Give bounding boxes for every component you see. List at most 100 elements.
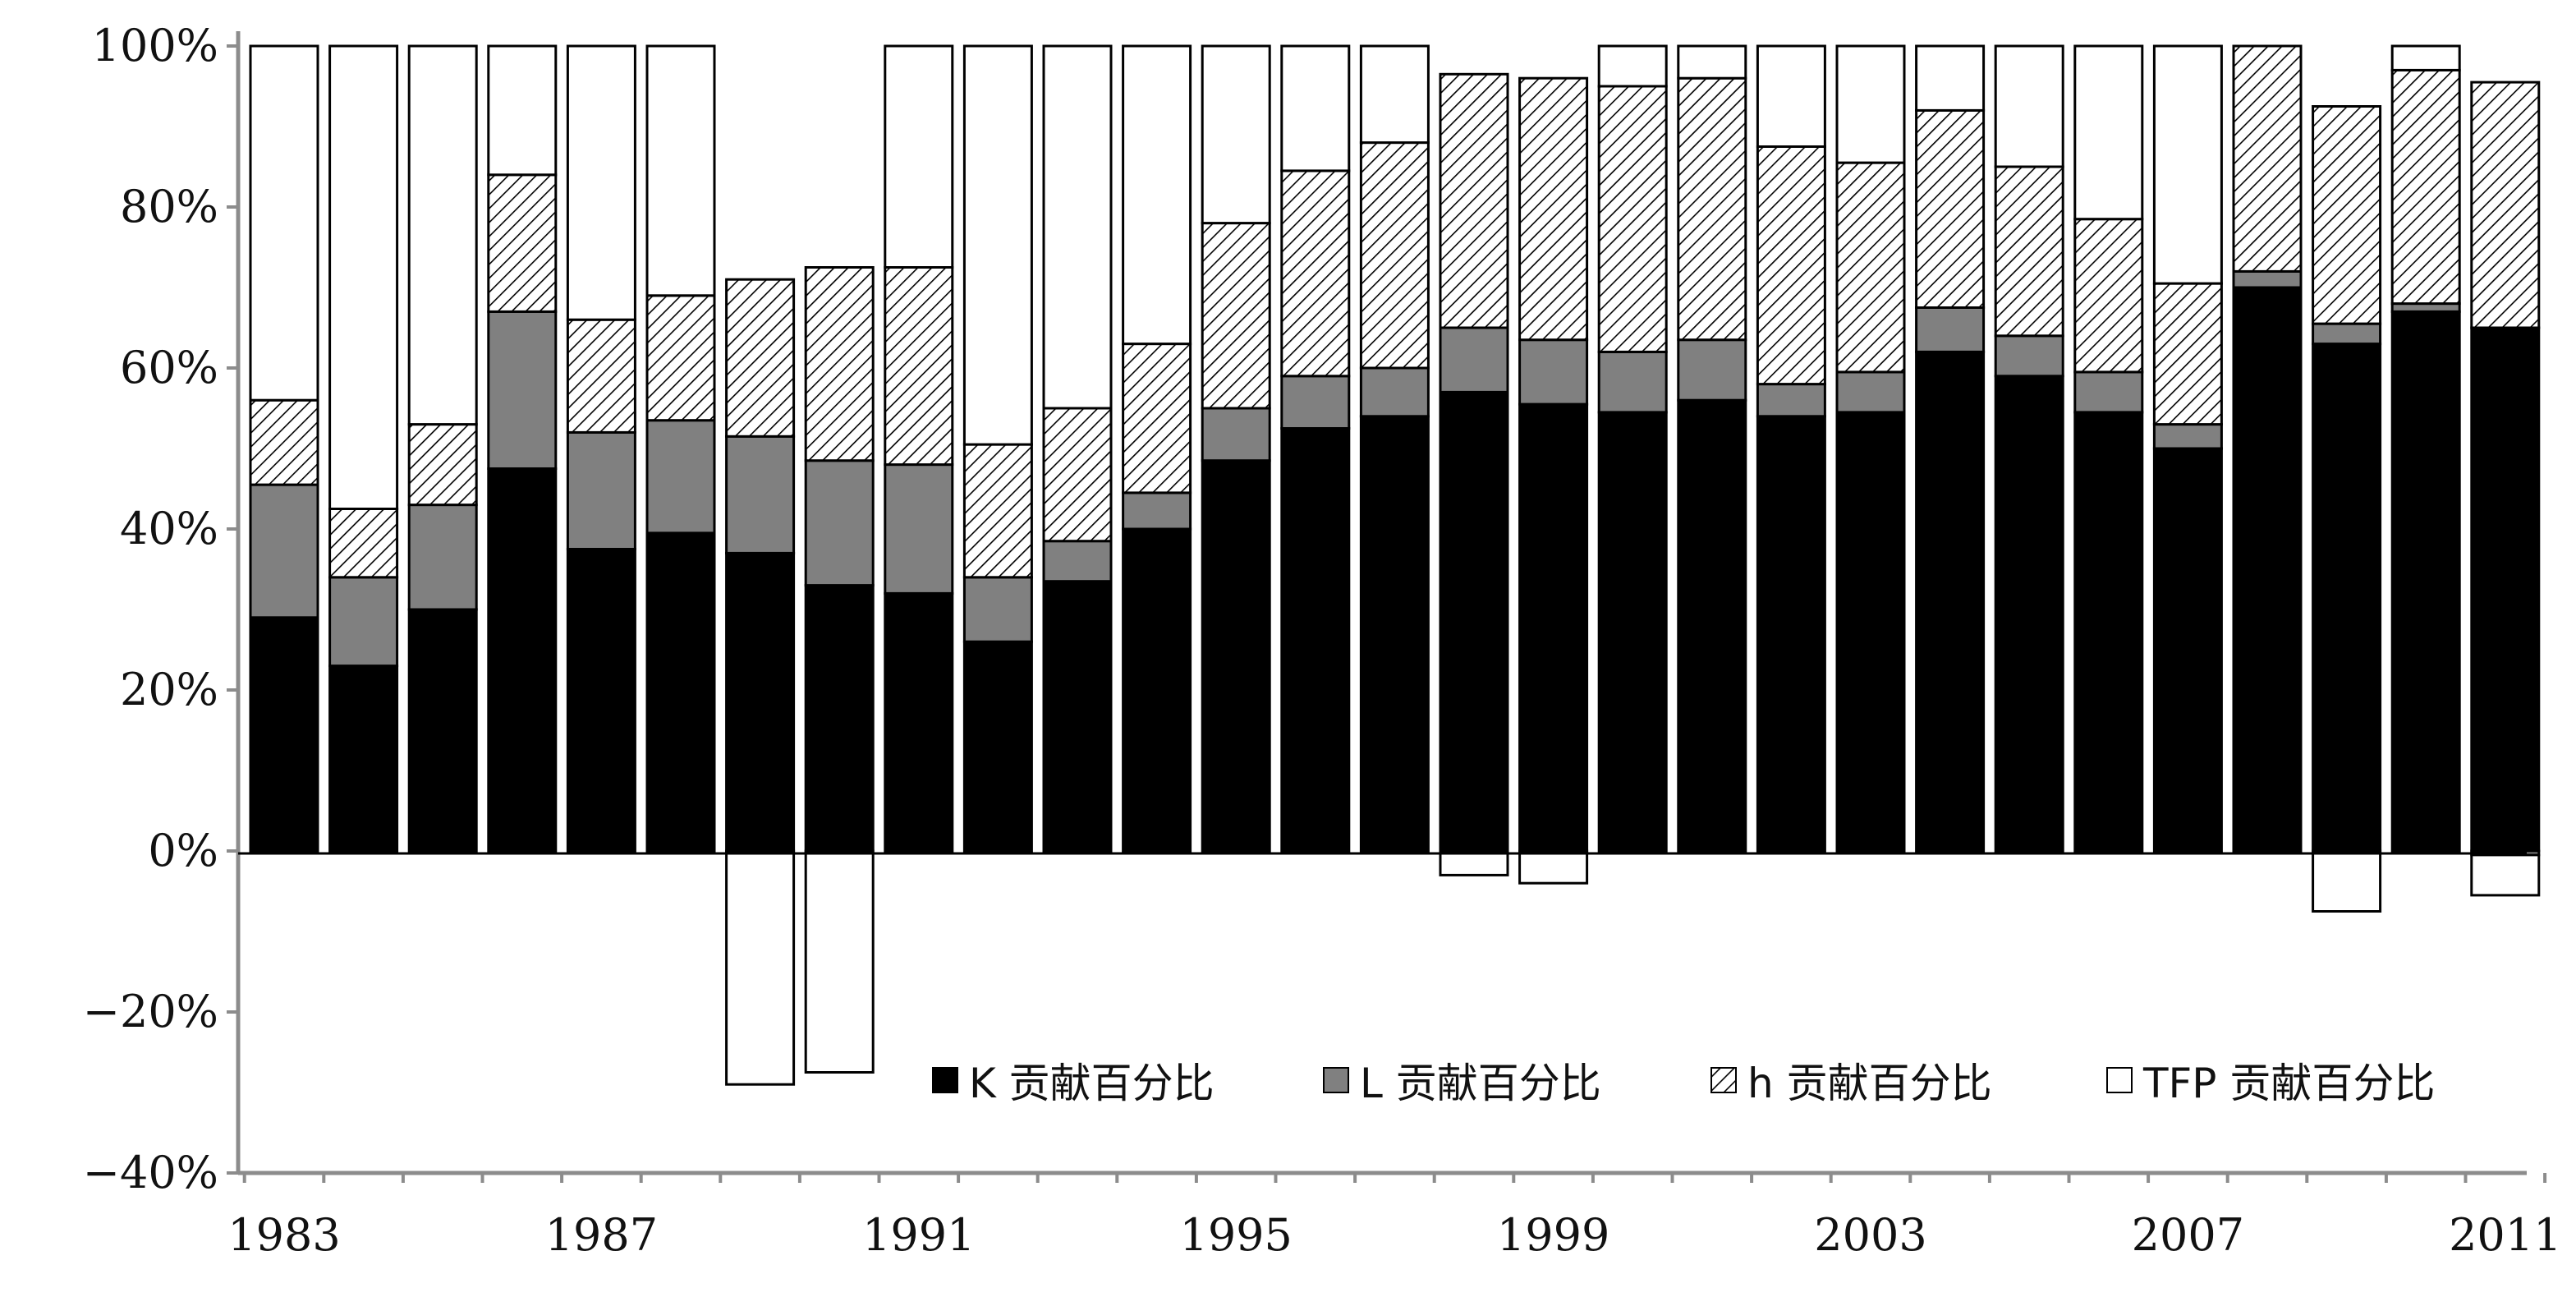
bar-2003-series-1	[1835, 370, 1906, 414]
bar-2003-series-3	[1835, 44, 1906, 164]
bar-2003-series-2	[1835, 161, 1906, 374]
bar-1996-series-0	[1280, 427, 1351, 853]
bar-2002-series-2	[1756, 145, 1826, 386]
bar-2010-series-0	[2390, 310, 2461, 853]
bar-2011-series-3	[2470, 853, 2541, 897]
bar-1998-series-2	[1439, 72, 1509, 329]
bar-1988-series-3	[645, 44, 716, 297]
bar-1983-series-2	[249, 398, 319, 486]
bar-1986-series-2	[487, 173, 558, 313]
bar-1996-series-2	[1280, 169, 1351, 378]
y-tick-label: 40%	[120, 503, 218, 554]
bar-1993-series-2	[1042, 407, 1113, 543]
x-tick-label: 1987	[545, 1209, 658, 1261]
bar-1992-series-1	[962, 576, 1033, 643]
legend-swatch-h	[1710, 1067, 1737, 1093]
x-tick-label: 1983	[227, 1209, 340, 1261]
legend-swatch-l	[1323, 1067, 1349, 1093]
bar-1995-series-0	[1201, 459, 1271, 853]
bar-2008-series-2	[2232, 44, 2303, 273]
bar-2002-series-3	[1756, 44, 1826, 148]
bar-2005-series-1	[1994, 334, 2064, 378]
bar-1997-series-0	[1359, 415, 1430, 853]
bar-1987-series-0	[566, 548, 636, 853]
bar-2009-series-3	[2312, 849, 2382, 913]
bar-1999-series-0	[1518, 402, 1589, 853]
bar-1998-series-3	[1439, 849, 1509, 876]
bar-2011-series-2	[2470, 80, 2541, 329]
bar-2003-series-0	[1835, 411, 1906, 853]
bar-2001-series-2	[1677, 76, 1747, 342]
bar-1991-series-3	[884, 44, 954, 269]
bar-1985-series-0	[407, 608, 478, 853]
x-tick-label: 2011	[2449, 1209, 2561, 1261]
bar-1983-series-1	[249, 483, 319, 619]
bar-2006-series-3	[2073, 44, 2144, 221]
bar-1992-series-2	[962, 443, 1033, 579]
legend-label-tfp: TFP 贡献百分比	[2142, 1060, 2435, 1107]
bar-2000-series-2	[1597, 85, 1668, 353]
bar-1994-series-3	[1122, 44, 1192, 346]
bar-1984-series-3	[328, 44, 399, 510]
bar-2005-series-0	[1994, 375, 2064, 853]
bar-2000-series-1	[1597, 350, 1668, 414]
bar-1983-series-3	[249, 44, 319, 402]
x-tick-label: 2007	[2132, 1209, 2244, 1261]
bar-1993-series-3	[1042, 44, 1113, 410]
bar-2000-series-3	[1597, 44, 1668, 88]
legend-label-h: h 贡献百分比	[1747, 1060, 1992, 1107]
bar-1998-series-1	[1439, 326, 1509, 393]
bar-1984-series-0	[328, 665, 399, 853]
bar-2006-series-0	[2073, 411, 2144, 853]
bar-1984-series-2	[328, 508, 399, 579]
legend-swatch-k	[932, 1067, 958, 1093]
bar-1991-series-1	[884, 463, 954, 595]
bar-1991-series-0	[884, 591, 954, 853]
bar-1992-series-3	[962, 44, 1033, 446]
x-axis-ticks: 1983 1987 1991 1995 1999 2003 2007 2011	[227, 1173, 2562, 1261]
x-tick-label: 1999	[1497, 1209, 1609, 1261]
bar-2010-series-2	[2390, 68, 2461, 306]
legend-label-k: K 贡献百分比	[969, 1060, 1215, 1107]
bar-1999-series-3	[1518, 849, 1589, 885]
bar-1990-series-3	[804, 849, 875, 1074]
bar-1983-series-0	[249, 616, 319, 853]
bar-2002-series-1	[1756, 383, 1826, 418]
bar-1998-series-0	[1439, 390, 1509, 853]
bar-1985-series-2	[407, 423, 478, 507]
bar-2001-series-3	[1677, 44, 1747, 80]
bar-1990-series-2	[804, 266, 875, 462]
bar-1999-series-2	[1518, 76, 1589, 342]
bar-2007-series-2	[2152, 282, 2223, 426]
bar-1992-series-0	[962, 640, 1033, 853]
bar-1988-series-1	[645, 419, 716, 535]
legend: K 贡献百分比 L 贡献百分比 h 贡献百分比 TFP 贡献百分比	[932, 1060, 2435, 1107]
bar-1993-series-0	[1042, 580, 1113, 853]
bar-1997-series-3	[1359, 44, 1430, 145]
bar-1995-series-2	[1201, 222, 1271, 410]
bar-1986-series-3	[487, 44, 558, 177]
bar-1988-series-2	[645, 294, 716, 422]
bar-1988-series-0	[645, 531, 716, 853]
y-tick-label: −20%	[83, 986, 218, 1037]
bar-2004-series-3	[1915, 44, 1986, 112]
bar-1989-series-3	[725, 849, 796, 1086]
bar-1993-series-1	[1042, 540, 1113, 583]
bar-1989-series-1	[725, 435, 796, 554]
bar-2006-series-2	[2073, 218, 2144, 374]
y-tick-label: 20%	[120, 664, 218, 715]
bar-1990-series-1	[804, 459, 875, 587]
y-axis-ticks: 100% 80% 60% 40% 20% 0% −20% −40%	[83, 20, 238, 1198]
bar-1986-series-1	[487, 310, 558, 470]
bar-1987-series-1	[566, 430, 636, 551]
bar-2000-series-0	[1597, 411, 1668, 853]
bar-1989-series-0	[725, 551, 796, 853]
x-tick-label: 2003	[1814, 1209, 1926, 1261]
bar-1990-series-0	[804, 584, 875, 853]
y-tick-label: 0%	[148, 825, 218, 876]
bar-2009-series-1	[2312, 322, 2382, 346]
bar-1986-series-0	[487, 467, 558, 853]
bar-2001-series-0	[1677, 398, 1747, 853]
bar-1994-series-1	[1122, 491, 1192, 531]
